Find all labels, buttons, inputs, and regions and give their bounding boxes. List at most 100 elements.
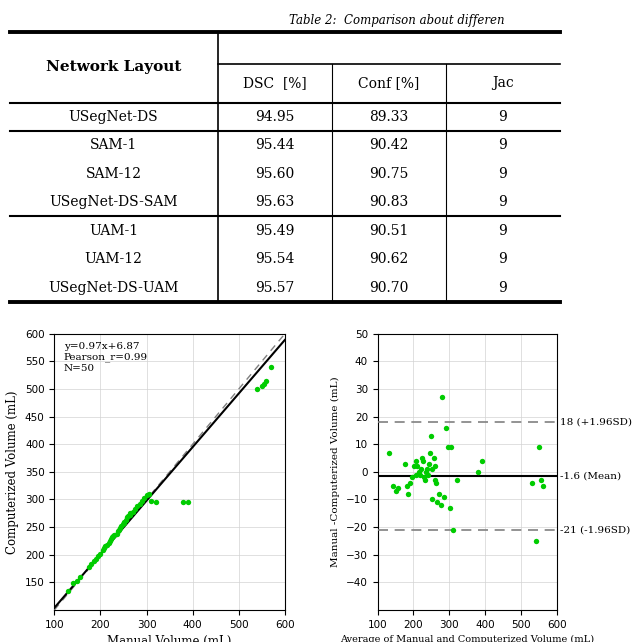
Point	[424, 458, 434, 469]
Point	[428, 464, 438, 474]
Text: DSC  [%]: DSC [%]	[243, 76, 307, 91]
Point	[144, 489, 154, 499]
Point	[91, 553, 101, 564]
Point	[422, 464, 433, 474]
Text: 9: 9	[499, 139, 508, 152]
Text: UAM-1: UAM-1	[89, 223, 138, 238]
Point	[417, 453, 427, 464]
Text: 90.75: 90.75	[369, 167, 408, 181]
Point	[384, 447, 394, 458]
Point	[403, 489, 413, 499]
Point	[410, 469, 420, 480]
Point	[107, 532, 117, 542]
Text: USegNet-DS: USegNet-DS	[68, 110, 159, 124]
Point	[411, 456, 421, 466]
Point	[429, 461, 440, 471]
Text: 95.49: 95.49	[255, 223, 294, 238]
Point	[114, 525, 124, 535]
Text: 18 (+1.96SD): 18 (+1.96SD)	[561, 418, 632, 427]
Text: Network Layout: Network Layout	[46, 60, 181, 74]
Point	[405, 478, 415, 488]
Point	[437, 392, 447, 403]
Point	[108, 531, 118, 541]
Point	[427, 494, 437, 505]
Text: SAM-12: SAM-12	[86, 167, 141, 181]
Point	[88, 556, 99, 566]
Text: USegNet-DS-SAM: USegNet-DS-SAM	[49, 195, 178, 209]
Point	[393, 483, 403, 494]
X-axis label: Average of Manual and Computerized Volume (mL): Average of Manual and Computerized Volum…	[340, 635, 595, 642]
Point	[423, 469, 433, 480]
Point	[421, 467, 431, 477]
Point	[119, 516, 129, 526]
Point	[139, 493, 149, 503]
Point	[428, 453, 438, 464]
Point	[183, 497, 193, 507]
Text: 9: 9	[499, 281, 508, 295]
Point	[412, 461, 422, 471]
Point	[477, 456, 487, 466]
Point	[432, 497, 442, 507]
Point	[95, 548, 106, 559]
Point	[72, 576, 83, 586]
Text: 90.83: 90.83	[369, 195, 408, 209]
Point	[536, 475, 546, 485]
Point	[419, 475, 429, 485]
Point	[63, 586, 74, 596]
Text: SAM-1: SAM-1	[90, 139, 137, 152]
Point	[113, 526, 123, 537]
Point	[400, 458, 410, 469]
Point	[122, 512, 132, 523]
Text: UAM-12: UAM-12	[84, 252, 143, 266]
Text: 90.70: 90.70	[369, 281, 408, 295]
Point	[419, 473, 429, 483]
Point	[150, 497, 161, 507]
Point	[109, 530, 120, 540]
Point	[259, 378, 269, 388]
Point	[266, 362, 276, 372]
Point	[132, 501, 143, 511]
Point	[409, 461, 419, 471]
Point	[418, 456, 428, 466]
Point	[431, 478, 442, 488]
Text: USegNet-DS-UAM: USegNet-DS-UAM	[49, 281, 179, 295]
Point	[146, 496, 156, 506]
Point	[179, 497, 189, 507]
Point	[127, 507, 138, 517]
Point	[100, 541, 110, 551]
Point	[443, 442, 453, 452]
Point	[416, 464, 426, 474]
Point	[121, 515, 131, 525]
Point	[426, 431, 436, 441]
Point	[130, 504, 140, 514]
Point	[141, 490, 152, 500]
Text: 95.44: 95.44	[255, 139, 294, 152]
Text: 90.62: 90.62	[369, 252, 408, 266]
Point	[75, 571, 85, 582]
Point	[473, 467, 483, 477]
Text: -21 (-1.96SD): -21 (-1.96SD)	[561, 525, 630, 534]
Point	[448, 525, 458, 535]
Point	[452, 475, 462, 485]
X-axis label: Manual Volume (mL): Manual Volume (mL)	[108, 635, 232, 642]
Text: Jac: Jac	[492, 76, 514, 91]
Text: y=0.97x+6.87
Pearson_r=0.99
N=50: y=0.97x+6.87 Pearson_r=0.99 N=50	[63, 342, 148, 372]
Text: 95.57: 95.57	[255, 281, 294, 295]
Point	[137, 496, 147, 506]
Point	[86, 559, 97, 569]
Text: -1.6 (Mean): -1.6 (Mean)	[561, 472, 621, 481]
Point	[407, 473, 417, 483]
Point	[104, 537, 114, 548]
Point	[102, 540, 113, 550]
Point	[439, 492, 449, 502]
Text: 95.63: 95.63	[255, 195, 294, 209]
Point	[391, 486, 401, 496]
Point	[125, 508, 136, 519]
Point	[401, 480, 412, 491]
Text: 95.54: 95.54	[255, 252, 294, 266]
Point	[111, 528, 122, 539]
Text: 9: 9	[499, 223, 508, 238]
Point	[68, 578, 78, 589]
Point	[104, 535, 115, 546]
Point	[115, 523, 125, 534]
